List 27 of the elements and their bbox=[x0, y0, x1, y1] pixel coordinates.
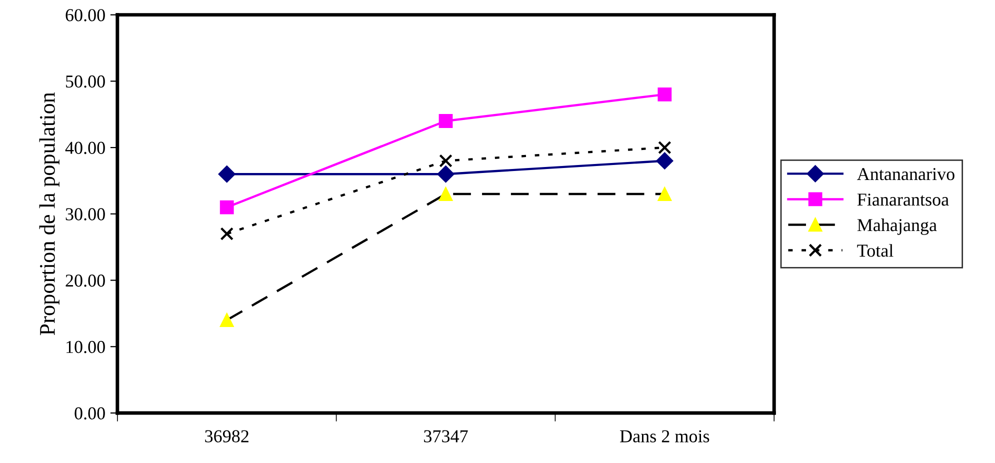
x-tick-label: 36982 bbox=[205, 430, 248, 442]
legend-label: Mahajanga bbox=[857, 218, 937, 235]
point bbox=[220, 227, 234, 240]
y-tick-label: 30.00 bbox=[66, 208, 105, 220]
y-axis-title: Proportion de la population bbox=[39, 92, 60, 336]
point bbox=[438, 187, 453, 201]
y-tick-label: 60.00 bbox=[66, 9, 105, 22]
point bbox=[437, 166, 454, 183]
y-tick-label: 20.00 bbox=[66, 274, 105, 287]
legend-label: Total bbox=[857, 244, 894, 257]
y-tick-label: 40.00 bbox=[65, 142, 105, 154]
point bbox=[658, 88, 672, 102]
legend-label: Antananarivo bbox=[857, 168, 954, 180]
point bbox=[658, 187, 672, 201]
x-tick-label: Dans 2 mois bbox=[620, 430, 710, 442]
point bbox=[656, 152, 674, 170]
y-tick-label: 10.00 bbox=[66, 340, 105, 354]
point bbox=[220, 313, 234, 328]
y-tick-label: 50.00 bbox=[66, 75, 105, 88]
point bbox=[658, 140, 672, 154]
point bbox=[220, 200, 234, 214]
y-tick-label: 0.00 bbox=[74, 407, 105, 420]
legend-label: Fianarantsoa bbox=[857, 194, 949, 206]
x-tick-label: 37347 bbox=[424, 430, 468, 442]
point bbox=[218, 166, 236, 183]
point bbox=[439, 154, 452, 168]
point bbox=[438, 114, 453, 128]
